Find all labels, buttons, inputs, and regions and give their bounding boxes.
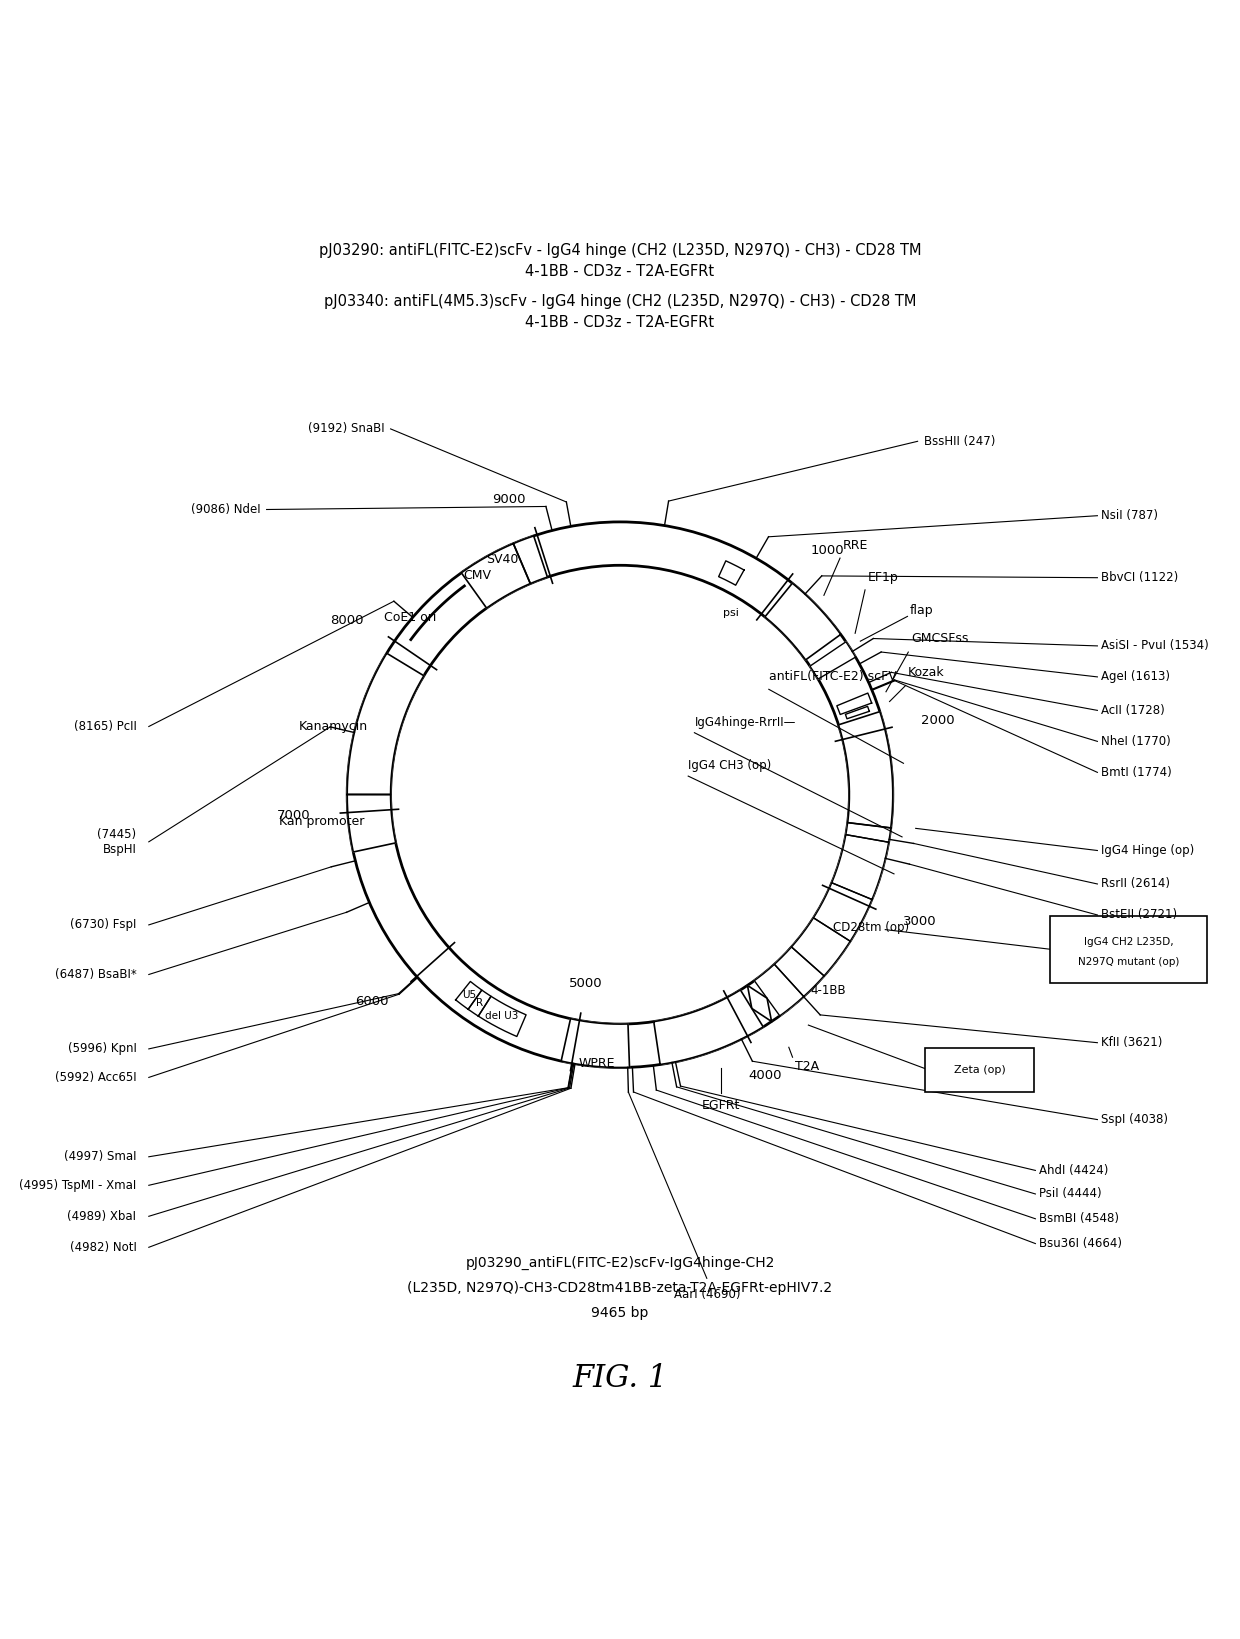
Text: 9000: 9000 — [492, 493, 526, 506]
Polygon shape — [455, 982, 482, 1010]
Polygon shape — [562, 1019, 630, 1067]
Text: (8165) PcII: (8165) PcII — [73, 720, 136, 733]
Text: (4982) NotI: (4982) NotI — [69, 1241, 136, 1254]
Polygon shape — [838, 711, 893, 828]
Text: AsiSI - PvuI (1534): AsiSI - PvuI (1534) — [1101, 639, 1209, 652]
Polygon shape — [775, 947, 825, 997]
Text: 4-1BB - CD3z - T2A-EGFRt: 4-1BB - CD3z - T2A-EGFRt — [526, 264, 714, 279]
Text: AgeI (1613): AgeI (1613) — [1101, 670, 1171, 683]
Text: 4-1BB: 4-1BB — [811, 983, 846, 997]
Text: R: R — [476, 998, 484, 1008]
Text: 8000: 8000 — [330, 613, 363, 626]
Text: Kan promoter: Kan promoter — [279, 815, 365, 828]
Polygon shape — [791, 918, 851, 975]
Polygon shape — [813, 883, 872, 941]
Polygon shape — [513, 536, 547, 583]
Text: 4000: 4000 — [748, 1069, 781, 1082]
Polygon shape — [846, 823, 890, 842]
Text: EGFRt: EGFRt — [702, 1100, 740, 1113]
Text: (4997) SmaI: (4997) SmaI — [64, 1151, 136, 1164]
Text: BbvCI (1122): BbvCI (1122) — [1101, 572, 1178, 583]
Text: NsiI (787): NsiI (787) — [1101, 510, 1158, 523]
Polygon shape — [810, 642, 856, 679]
Polygon shape — [832, 834, 889, 900]
Text: psi: psi — [723, 608, 739, 618]
Text: 4-1BB - CD3z - T2A-EGFRt: 4-1BB - CD3z - T2A-EGFRt — [526, 315, 714, 329]
Text: 9465 bp: 9465 bp — [591, 1306, 649, 1319]
Text: (4995) TspMI - XmaI: (4995) TspMI - XmaI — [19, 1178, 136, 1192]
Text: pJ03340: antiFL(4M5.3)scFv - IgG4 hinge (CH2 (L235D, N297Q) - CH3) - CD28 TM: pJ03340: antiFL(4M5.3)scFv - IgG4 hinge … — [324, 293, 916, 308]
Text: 1000: 1000 — [811, 544, 844, 557]
Text: BmtI (1774): BmtI (1774) — [1101, 765, 1172, 779]
Text: pJ03290_antiFL(FITC-E2)scFv-IgG4hinge-CH2: pJ03290_antiFL(FITC-E2)scFv-IgG4hinge-CH… — [465, 1255, 775, 1270]
Text: T2A: T2A — [795, 1060, 820, 1072]
Text: BssHII (247): BssHII (247) — [924, 434, 996, 447]
Text: IgG4hinge-RrrII—: IgG4hinge-RrrII— — [694, 716, 796, 729]
Text: SV40: SV40 — [486, 554, 518, 567]
Text: AhdI (4424): AhdI (4424) — [1039, 1164, 1109, 1177]
Text: RsrII (2614): RsrII (2614) — [1101, 877, 1171, 890]
Text: WPRE: WPRE — [579, 1057, 615, 1070]
Text: Zeta (op): Zeta (op) — [954, 1065, 1006, 1075]
Text: 6000: 6000 — [356, 995, 389, 1008]
Polygon shape — [653, 990, 763, 1064]
Polygon shape — [846, 706, 869, 720]
Polygon shape — [469, 990, 491, 1016]
Text: (6730) FspI: (6730) FspI — [69, 918, 136, 931]
Text: CMV: CMV — [464, 569, 492, 582]
Text: 7000: 7000 — [277, 808, 311, 821]
Text: (L235D, N297Q)-CH3-CD28tm41BB-zeta-T2A-EGFRt-epHIV7.2: (L235D, N297Q)-CH3-CD28tm41BB-zeta-T2A-E… — [408, 1280, 832, 1295]
Polygon shape — [347, 654, 424, 795]
Polygon shape — [837, 693, 872, 715]
Text: U5: U5 — [461, 990, 476, 1000]
Text: (5996) KpnI: (5996) KpnI — [67, 1042, 136, 1056]
Polygon shape — [765, 583, 841, 661]
Text: IgG4 Hinge (op): IgG4 Hinge (op) — [1101, 844, 1194, 857]
Text: GMCSFss: GMCSFss — [910, 631, 968, 644]
Polygon shape — [719, 561, 744, 585]
Text: BsmBI (4548): BsmBI (4548) — [1039, 1213, 1120, 1226]
Text: (5992) Acc65I: (5992) Acc65I — [55, 1070, 136, 1083]
Text: Kozak: Kozak — [908, 665, 945, 679]
Text: N297Q mutant (op): N297Q mutant (op) — [1078, 957, 1179, 967]
Text: RRE: RRE — [842, 539, 868, 552]
Text: 2000: 2000 — [921, 713, 955, 726]
Text: Bsu36I (4664): Bsu36I (4664) — [1039, 1237, 1122, 1251]
Text: flap: flap — [910, 603, 934, 616]
Text: del U3: del U3 — [485, 1011, 518, 1021]
FancyBboxPatch shape — [925, 1047, 1034, 1092]
Text: 3000: 3000 — [903, 915, 936, 928]
Polygon shape — [748, 985, 771, 1021]
Text: Kanamycin: Kanamycin — [299, 721, 368, 734]
Text: (9192) SnaBI: (9192) SnaBI — [308, 423, 384, 436]
Text: FIG. 1: FIG. 1 — [573, 1362, 667, 1393]
Text: IgG4 CH2 L235D,: IgG4 CH2 L235D, — [1084, 938, 1173, 947]
Text: IgG4 CH3 (op): IgG4 CH3 (op) — [688, 759, 771, 772]
Text: AarI (4690): AarI (4690) — [673, 1288, 740, 1301]
Text: (7445)
BspHI: (7445) BspHI — [97, 828, 136, 856]
Text: NheI (1770): NheI (1770) — [1101, 734, 1171, 747]
Text: CoE1 ori: CoE1 ori — [383, 611, 436, 624]
Polygon shape — [347, 795, 396, 852]
Text: antiFL(FITC-E2) scFV: antiFL(FITC-E2) scFV — [769, 670, 897, 683]
Polygon shape — [754, 964, 804, 1016]
Text: EF1p: EF1p — [868, 570, 898, 583]
Polygon shape — [479, 997, 526, 1036]
Text: BstEII (2721): BstEII (2721) — [1101, 908, 1177, 921]
Text: (4989) XbaI: (4989) XbaI — [67, 1210, 136, 1223]
Text: PsiI (4444): PsiI (4444) — [1039, 1188, 1102, 1200]
Text: KfII (3621): KfII (3621) — [1101, 1036, 1162, 1049]
Text: (9086) NdeI: (9086) NdeI — [191, 503, 260, 516]
Text: AcII (1728): AcII (1728) — [1101, 703, 1164, 716]
Text: SspI (4038): SspI (4038) — [1101, 1113, 1168, 1126]
FancyBboxPatch shape — [1050, 916, 1207, 983]
Text: pJ03290: antiFL(FITC-E2)scFv - IgG4 hinge (CH2 (L235D, N297Q) - CH3) - CD28 TM: pJ03290: antiFL(FITC-E2)scFv - IgG4 hing… — [319, 243, 921, 257]
Text: CD28tm (op): CD28tm (op) — [833, 921, 909, 934]
Text: 5000: 5000 — [569, 977, 603, 990]
Polygon shape — [461, 544, 531, 608]
Text: (6487) BsaBI*: (6487) BsaBI* — [55, 969, 136, 982]
